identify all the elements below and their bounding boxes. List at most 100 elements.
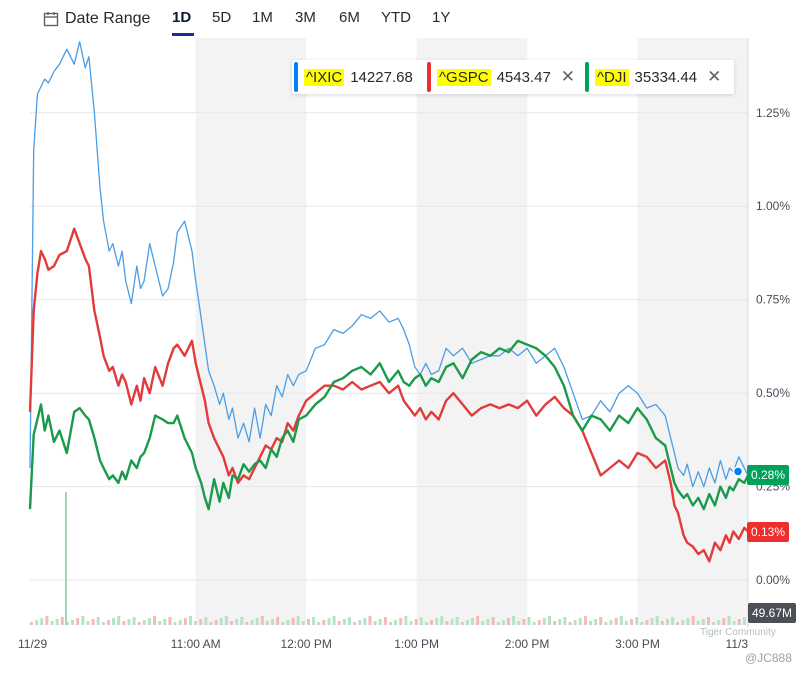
volume-bar: [712, 622, 716, 625]
volume-bar: [573, 620, 577, 625]
volume-bar: [404, 616, 408, 625]
volume-bar: [604, 622, 608, 625]
close-icon[interactable]: ✕: [560, 67, 576, 86]
volume-bar: [609, 620, 613, 625]
x-tick-label: 11/3: [726, 637, 749, 651]
volume-bar: [501, 620, 505, 625]
volume-bar: [158, 621, 162, 625]
date-range-label: Date Range: [65, 10, 151, 27]
volume-bar: [373, 621, 377, 625]
volume-bar: [137, 622, 141, 625]
volume-bar: [71, 620, 75, 625]
volume-bar: [660, 621, 664, 625]
tab-1m[interactable]: 1M: [252, 9, 273, 26]
volume-bar: [199, 619, 203, 625]
legend-item-dji[interactable]: ^DJI 35334.44 ✕: [585, 60, 721, 94]
volume-bar: [101, 622, 105, 625]
volume-badge: 49.67M: [748, 603, 796, 623]
volume-bar: [706, 617, 710, 625]
volume-bar: [455, 617, 459, 625]
volume-bar: [681, 620, 685, 625]
volume-bar: [547, 616, 551, 625]
volume-bar: [271, 619, 275, 625]
y-tick-label: 1.00%: [756, 199, 790, 213]
volume-bar: [183, 618, 187, 625]
range-toolbar: Date Range 1D 5D 1M 3M 6M YTD 1Y: [0, 0, 810, 38]
volume-bar: [122, 621, 126, 625]
volume-bar: [568, 622, 572, 625]
volume-bar: [106, 620, 110, 625]
volume-bar: [742, 617, 746, 625]
tab-ytd[interactable]: YTD: [381, 9, 411, 26]
last-value-badge-gspc: 0.13%: [747, 521, 790, 542]
volume-bar: [147, 618, 151, 625]
volume-bar: [86, 621, 90, 625]
volume-bar: [188, 616, 192, 625]
volume-bar: [153, 616, 157, 625]
tab-1y[interactable]: 1Y: [432, 9, 451, 26]
volume-bar: [168, 617, 172, 625]
tab-1d[interactable]: 1D: [172, 9, 192, 26]
volume-bar: [471, 618, 475, 625]
volume-bar: [445, 621, 449, 625]
legend-symbol: ^GSPC: [437, 68, 491, 86]
volume-bar: [219, 618, 223, 625]
volume-bar: [363, 618, 367, 625]
volume-bar: [737, 619, 741, 625]
series-line-dji: [28, 339, 750, 511]
volume-bar: [517, 621, 521, 625]
legend-item-ixic[interactable]: ^IXIC 14227.68: [294, 60, 413, 94]
volume-bar: [65, 492, 67, 625]
volume-bar: [312, 617, 316, 625]
volume-bar: [481, 621, 485, 625]
volume-bar: [91, 619, 95, 625]
volume-bar: [322, 620, 326, 625]
volume-bar: [676, 622, 680, 625]
volume-bar: [583, 616, 587, 625]
series-color-bar: [427, 62, 431, 92]
watermark-text: Tiger Community: [700, 627, 776, 638]
volume-bar: [132, 617, 136, 625]
volume-bar: [383, 617, 387, 625]
volume-bar: [512, 616, 516, 625]
volume-bar: [414, 619, 418, 625]
volume-bar: [450, 619, 454, 625]
volume-bar: [35, 620, 39, 625]
volume-bar: [614, 618, 618, 625]
active-tab-indicator: [172, 33, 194, 36]
volume-bar: [655, 616, 659, 625]
x-tick-label: 1:00 PM: [394, 637, 439, 651]
last-point-marker: [732, 466, 744, 477]
tab-5d[interactable]: 5D: [212, 9, 232, 26]
y-tick-label: 0.00%: [756, 573, 790, 587]
legend-symbol: ^DJI: [595, 68, 629, 86]
volume-bar: [250, 620, 254, 625]
tab-3m[interactable]: 3M: [295, 9, 316, 26]
volume-bar: [532, 622, 536, 625]
volume-bar: [496, 622, 500, 625]
volume-bar: [65, 622, 69, 625]
volume-bar: [296, 616, 300, 625]
volume-bar: [506, 618, 510, 625]
volume-bar: [522, 619, 526, 625]
date-range-button[interactable]: Date Range: [43, 8, 150, 30]
volume-bar: [178, 620, 182, 625]
volume-bar: [486, 619, 490, 625]
volume-bar: [430, 620, 434, 625]
volume-bar: [260, 616, 264, 625]
volume-bar: [117, 616, 121, 625]
volume-bar: [255, 618, 259, 625]
volume-bar: [460, 622, 464, 625]
close-icon[interactable]: ✕: [707, 67, 722, 86]
volume-bar: [265, 621, 269, 625]
volume-bar: [127, 619, 131, 625]
legend-price: 35334.44: [634, 68, 698, 86]
volume-bar: [142, 620, 146, 625]
session-shade: [637, 38, 748, 625]
tab-6m[interactable]: 6M: [339, 9, 360, 26]
volume-bar: [635, 617, 639, 625]
series-line-ixic: [29, 41, 749, 488]
legend-price: 14227.68: [350, 68, 413, 86]
legend-item-gspc[interactable]: ^GSPC 4543.47 ✕: [427, 60, 575, 94]
